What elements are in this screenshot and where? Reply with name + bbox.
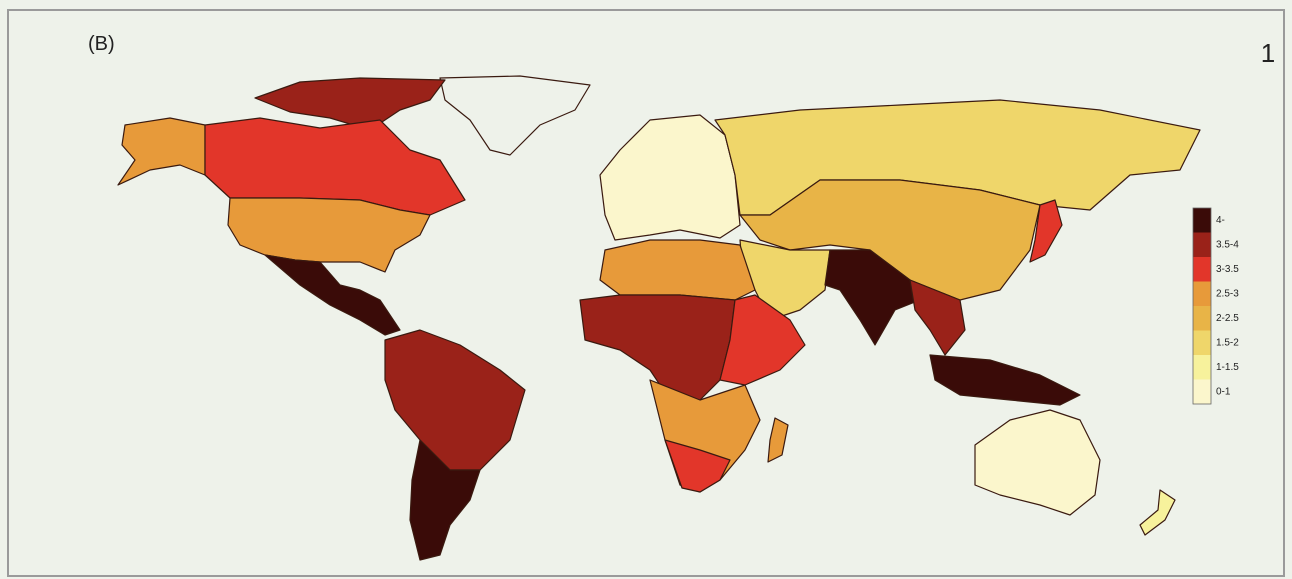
indonesia xyxy=(929,354,1081,406)
madagascar xyxy=(767,417,789,463)
legend-swatch xyxy=(1193,330,1211,355)
south-asia xyxy=(824,249,921,346)
legend-swatch xyxy=(1193,281,1211,306)
new-zealand xyxy=(1139,489,1176,536)
legend-label: 2.5-3 xyxy=(1216,288,1239,299)
south-africa xyxy=(664,439,731,493)
asia-central xyxy=(739,179,1041,301)
greenland xyxy=(439,75,591,156)
australia xyxy=(974,409,1101,516)
legend-swatch xyxy=(1193,208,1211,233)
russia xyxy=(714,99,1201,216)
legend-label: 3-3.5 xyxy=(1216,264,1239,275)
panel-label: (B) xyxy=(88,33,115,55)
legend-label: 4- xyxy=(1216,215,1225,226)
arctic-islands xyxy=(254,77,446,131)
southeast-asia xyxy=(909,279,966,356)
alaska xyxy=(117,117,206,186)
legend-swatch xyxy=(1193,355,1211,380)
west-central-africa xyxy=(579,294,736,401)
legend-border xyxy=(1192,207,1212,405)
legend-swatch xyxy=(1193,257,1211,282)
legend-label: 3.5-4 xyxy=(1216,239,1239,250)
usa xyxy=(227,197,431,273)
east-africa xyxy=(719,294,806,386)
south-america-south xyxy=(409,439,481,561)
mexico xyxy=(264,254,401,336)
japan xyxy=(1029,199,1063,263)
page-number: 1 xyxy=(1261,38,1275,68)
europe xyxy=(599,114,741,241)
legend-swatch xyxy=(1193,379,1211,404)
countries xyxy=(117,75,1201,561)
legend-label: 1.5-2 xyxy=(1216,337,1239,348)
legend-label: 1-1.5 xyxy=(1216,362,1239,373)
legend-swatch xyxy=(1193,232,1211,257)
legend-label: 0-1 xyxy=(1216,386,1231,397)
legend-label: 2-2.5 xyxy=(1216,313,1239,324)
legend: 4- 3.5-4 3-3.5 2.5-3 2-2.5 1.5-2 1-1.5 0-1 xyxy=(1192,207,1239,405)
south-america-north xyxy=(384,329,526,471)
north-africa xyxy=(599,239,756,301)
legend-swatch xyxy=(1193,306,1211,331)
